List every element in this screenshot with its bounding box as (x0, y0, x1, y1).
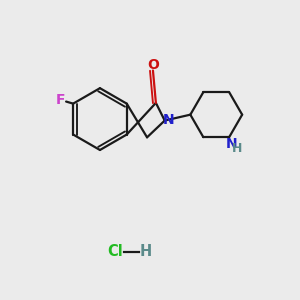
Text: O: O (147, 58, 159, 72)
Text: H: H (232, 142, 243, 155)
Text: Cl: Cl (107, 244, 122, 259)
Text: F: F (56, 93, 66, 107)
Text: H: H (140, 244, 152, 259)
Text: N: N (163, 113, 175, 127)
Text: N: N (226, 136, 237, 151)
